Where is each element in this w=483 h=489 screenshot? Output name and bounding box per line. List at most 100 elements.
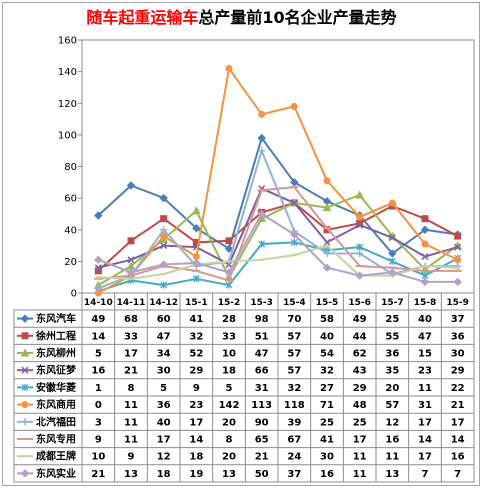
legend-key-marker [21,366,29,374]
series-1-point [290,178,299,187]
series-1-point [94,211,103,220]
y-tick-label: 40 [64,225,77,236]
series-10-point [94,255,103,265]
data-table-value: 31 [255,383,269,394]
data-table-value: 17 [418,452,432,463]
data-table-value: 50 [255,469,269,480]
series-8-point [355,265,364,268]
series-9-point [324,244,330,247]
data-table-value: 21 [124,366,138,377]
series-4-point [356,221,364,229]
legend-key [17,455,33,458]
data-table-value: 16 [451,452,465,463]
series-1-line [97,137,458,255]
series-5-point [388,257,396,265]
legend-key [17,469,33,478]
x-tick-label: 15-9 [446,298,469,308]
chart-frame [2,2,480,486]
data-table-value: 98 [255,314,269,325]
legend-key-marker [21,383,29,391]
legend-label: 成都王牌 [36,450,76,463]
legend-key [17,348,33,357]
series-5-line [97,241,459,293]
series-4-point [388,234,396,242]
data-table-value: 29 [189,366,203,377]
series-2-point [225,237,233,245]
data-table-value: 29 [353,383,367,394]
data-table-value: 0 [95,400,102,411]
legend-label: 安徽华菱 [36,381,76,394]
data-table-value: 12 [157,452,171,463]
data-table-value: 67 [287,435,301,446]
series-8-point [257,189,266,192]
series-10-point [290,230,299,239]
x-tick-label: 15-8 [414,298,437,308]
y-axis: 0 20 40 60 80 100 120 140 160 [58,36,82,300]
data-table-value: 90 [255,417,269,428]
data-table-value: 18 [157,469,171,480]
data-table-value: 17 [124,349,138,360]
series-1-point [159,193,168,203]
data-table-value: 14 [451,435,465,446]
legend-key-marker [20,314,30,323]
series-10-point [388,268,397,277]
data-table-value: 1 [95,383,102,394]
data-table-value: 8 [226,435,233,446]
data-table-value: 9 [128,452,135,463]
y-tick-label: 120 [58,99,77,110]
data-table-value: 43 [353,366,367,377]
legend-label: 东风柳州 [36,347,76,360]
data-table-value: 14 [189,435,203,446]
series-4-point [127,256,135,264]
series-3-point [355,190,365,199]
data-table-value: 11 [418,383,432,394]
y-tick-label: 80 [64,162,77,173]
series-4-point [421,253,429,261]
chart-title: 随车起重运输车总产量前10名企业产量走势 [0,8,483,28]
series-7-point [94,284,102,292]
series-9-point [455,266,461,269]
series-4-point [94,264,102,272]
data-table-value: 20 [385,383,399,394]
x-tick-label: 14-10 [84,298,113,308]
data-table-value: 8 [128,383,135,394]
data-table-value: 11 [124,435,138,446]
series-8-line [98,186,458,282]
data-table-value: 13 [124,469,138,480]
data-table-value: 11 [353,469,367,480]
legend-label: 东风汽车 [36,312,76,325]
data-table-value: 41 [320,435,334,446]
data-table-value: 22 [451,383,465,394]
series-8 [94,186,462,282]
data-table-value: 65 [255,435,269,446]
data-table-value: 52 [189,349,203,360]
data-table-value: 14 [418,435,432,446]
data-table-value: 32 [287,383,301,394]
series-8-point [323,227,331,230]
data-table-value: 40 [418,314,432,325]
series-2-point [160,215,168,223]
series-10-point [192,258,201,268]
series-10-point [224,268,234,277]
data-table-value: 20 [222,452,236,463]
series-3-point [191,206,201,215]
x-tick-label: 15-6 [348,298,371,308]
series-10-point [322,263,332,272]
x-tick-label: 15-3 [250,298,273,308]
data-table-value: 36 [451,331,465,342]
series-3-point [322,203,332,212]
series-6-point [454,256,462,264]
data-table-value: 13 [222,469,236,480]
data-table-value: 5 [160,383,167,394]
x-tick-label: 15-4 [283,298,306,308]
y-tick-label: 20 [64,257,77,268]
chart-title-highlight: 随车起重运输车 [86,8,199,27]
legend-key [17,401,33,409]
data-table-value: 37 [287,469,301,480]
data-table-value: 5 [95,349,102,360]
series-7-line [97,149,458,290]
data-table-value: 31 [418,400,432,411]
series-1-point [388,249,397,258]
data-table-value: 40 [320,331,334,342]
